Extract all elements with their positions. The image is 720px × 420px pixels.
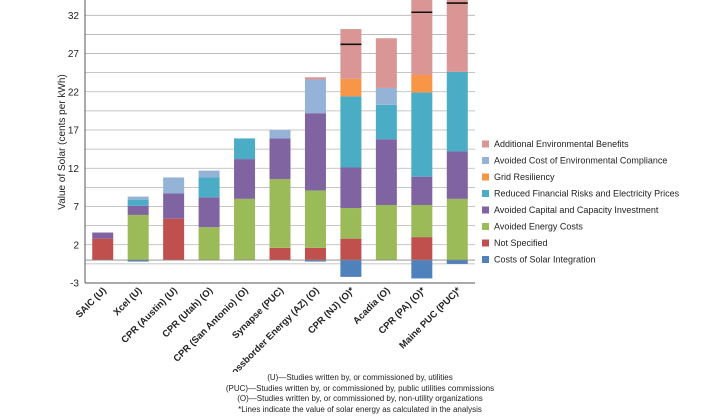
bar-segment bbox=[446, 198, 468, 261]
bar-segment bbox=[304, 113, 326, 191]
footnote-lines: *Lines indicate the value of solar energ… bbox=[238, 404, 482, 414]
bar-segment bbox=[163, 177, 185, 194]
bar-series bbox=[92, 0, 468, 279]
y-tick-label: 2 bbox=[73, 240, 79, 251]
value-markers bbox=[340, 2, 468, 46]
bar-segment bbox=[446, 0, 468, 72]
bar-segment bbox=[234, 198, 256, 261]
bar-segment bbox=[375, 87, 397, 105]
legend-label: Avoided Capital and Capacity Investment bbox=[494, 205, 659, 215]
bar-segment bbox=[304, 77, 326, 80]
y-tick-label: -3 bbox=[70, 279, 79, 290]
bar-segment bbox=[92, 238, 114, 261]
bar-segment bbox=[127, 196, 149, 200]
bar-segment bbox=[375, 204, 397, 261]
bar-segment bbox=[269, 138, 291, 179]
bar-segment bbox=[198, 177, 220, 198]
bar-segment bbox=[304, 247, 326, 261]
legend-label: Avoided Energy Costs bbox=[494, 222, 583, 232]
bar-segment bbox=[127, 199, 149, 206]
legend-label: Costs of Solar Integration bbox=[494, 255, 596, 265]
legend-swatch bbox=[482, 140, 489, 148]
y-tick-label: 12 bbox=[68, 164, 80, 175]
legend-swatch bbox=[482, 173, 489, 181]
legend-label: Not Specified bbox=[494, 238, 548, 248]
bar-segment bbox=[269, 130, 291, 139]
bar-segment bbox=[234, 159, 256, 199]
bar-segment bbox=[375, 38, 397, 88]
x-tick-label: Xcel (U) bbox=[112, 285, 145, 318]
footnote-utilities: (U)—Studies written by, or commissioned … bbox=[267, 373, 453, 382]
bar-segment bbox=[304, 79, 326, 114]
bar-segment bbox=[340, 96, 362, 168]
bar-segment bbox=[411, 260, 433, 279]
bar-segment bbox=[198, 227, 220, 261]
bar-segment bbox=[446, 260, 468, 264]
bar-segment bbox=[411, 0, 433, 75]
bar-segment bbox=[304, 190, 326, 248]
legend-label: Additional Environmental Benefits bbox=[494, 139, 629, 149]
bar-segment bbox=[269, 247, 291, 261]
bar-segment bbox=[340, 29, 362, 79]
bar-segment bbox=[446, 71, 468, 152]
legend-label: Grid Resiliency bbox=[494, 172, 555, 182]
bar-segment bbox=[411, 74, 433, 93]
legend-swatch bbox=[482, 206, 489, 214]
bar-segment bbox=[411, 92, 433, 177]
y-axis-label: Value of Solar (cents per kWh) bbox=[57, 74, 68, 209]
legend-swatch bbox=[482, 239, 489, 247]
bar-segment bbox=[340, 238, 362, 261]
x-axis: SAIC (U) Xcel (U)CPR (Austin) (U)CPR (Uta… bbox=[74, 285, 464, 372]
bar-segment bbox=[198, 170, 220, 178]
bar-segment bbox=[127, 205, 149, 215]
legend-swatch bbox=[482, 190, 489, 197]
bar-segment bbox=[304, 260, 326, 262]
legend-swatch bbox=[482, 223, 489, 230]
bar-segment bbox=[234, 138, 256, 160]
bar-segment bbox=[375, 104, 397, 140]
x-tick-label: Maine PUC (PUC)* bbox=[397, 285, 463, 351]
bar-segment bbox=[92, 232, 114, 239]
y-tick-label: 27 bbox=[68, 49, 80, 60]
bar-segment bbox=[340, 260, 362, 277]
x-tick-label: SAIC (U) bbox=[74, 285, 109, 320]
bar-segment bbox=[163, 193, 185, 219]
bar-segment bbox=[340, 167, 362, 209]
legend-swatch bbox=[482, 256, 489, 263]
y-tick-label: 7 bbox=[73, 202, 79, 213]
legend: Additional Environmental Benefits Avoided… bbox=[482, 139, 680, 265]
y-tick-label: 17 bbox=[68, 126, 80, 137]
bar-segment bbox=[127, 214, 149, 261]
footnotes: (U)—Studies written by, or commissioned … bbox=[0, 373, 720, 415]
bar-segment bbox=[411, 204, 433, 238]
legend-label: Avoided Cost of Environmental Compliance bbox=[494, 156, 667, 166]
bar-segment bbox=[411, 176, 433, 205]
bar-segment bbox=[375, 139, 397, 205]
bar-segment bbox=[127, 260, 149, 262]
bar-segment bbox=[411, 237, 433, 261]
bar-segment bbox=[198, 197, 220, 228]
bar-segment bbox=[446, 151, 468, 199]
bar-segment bbox=[163, 218, 185, 261]
footnote-non-utility: (O)—Studies written by, or commissioned … bbox=[237, 394, 483, 403]
bar-segment bbox=[340, 208, 362, 239]
legend-swatch bbox=[482, 157, 489, 164]
y-tick-label: 22 bbox=[68, 87, 80, 98]
bar-segment bbox=[340, 78, 362, 97]
legend-label: Reduced Financial Risks and Electricity … bbox=[494, 189, 680, 199]
footnote-puc: (PUC)—Studies written by, or commissione… bbox=[225, 383, 495, 393]
y-tick-label: 32 bbox=[68, 11, 80, 22]
bar-segment bbox=[269, 178, 291, 248]
